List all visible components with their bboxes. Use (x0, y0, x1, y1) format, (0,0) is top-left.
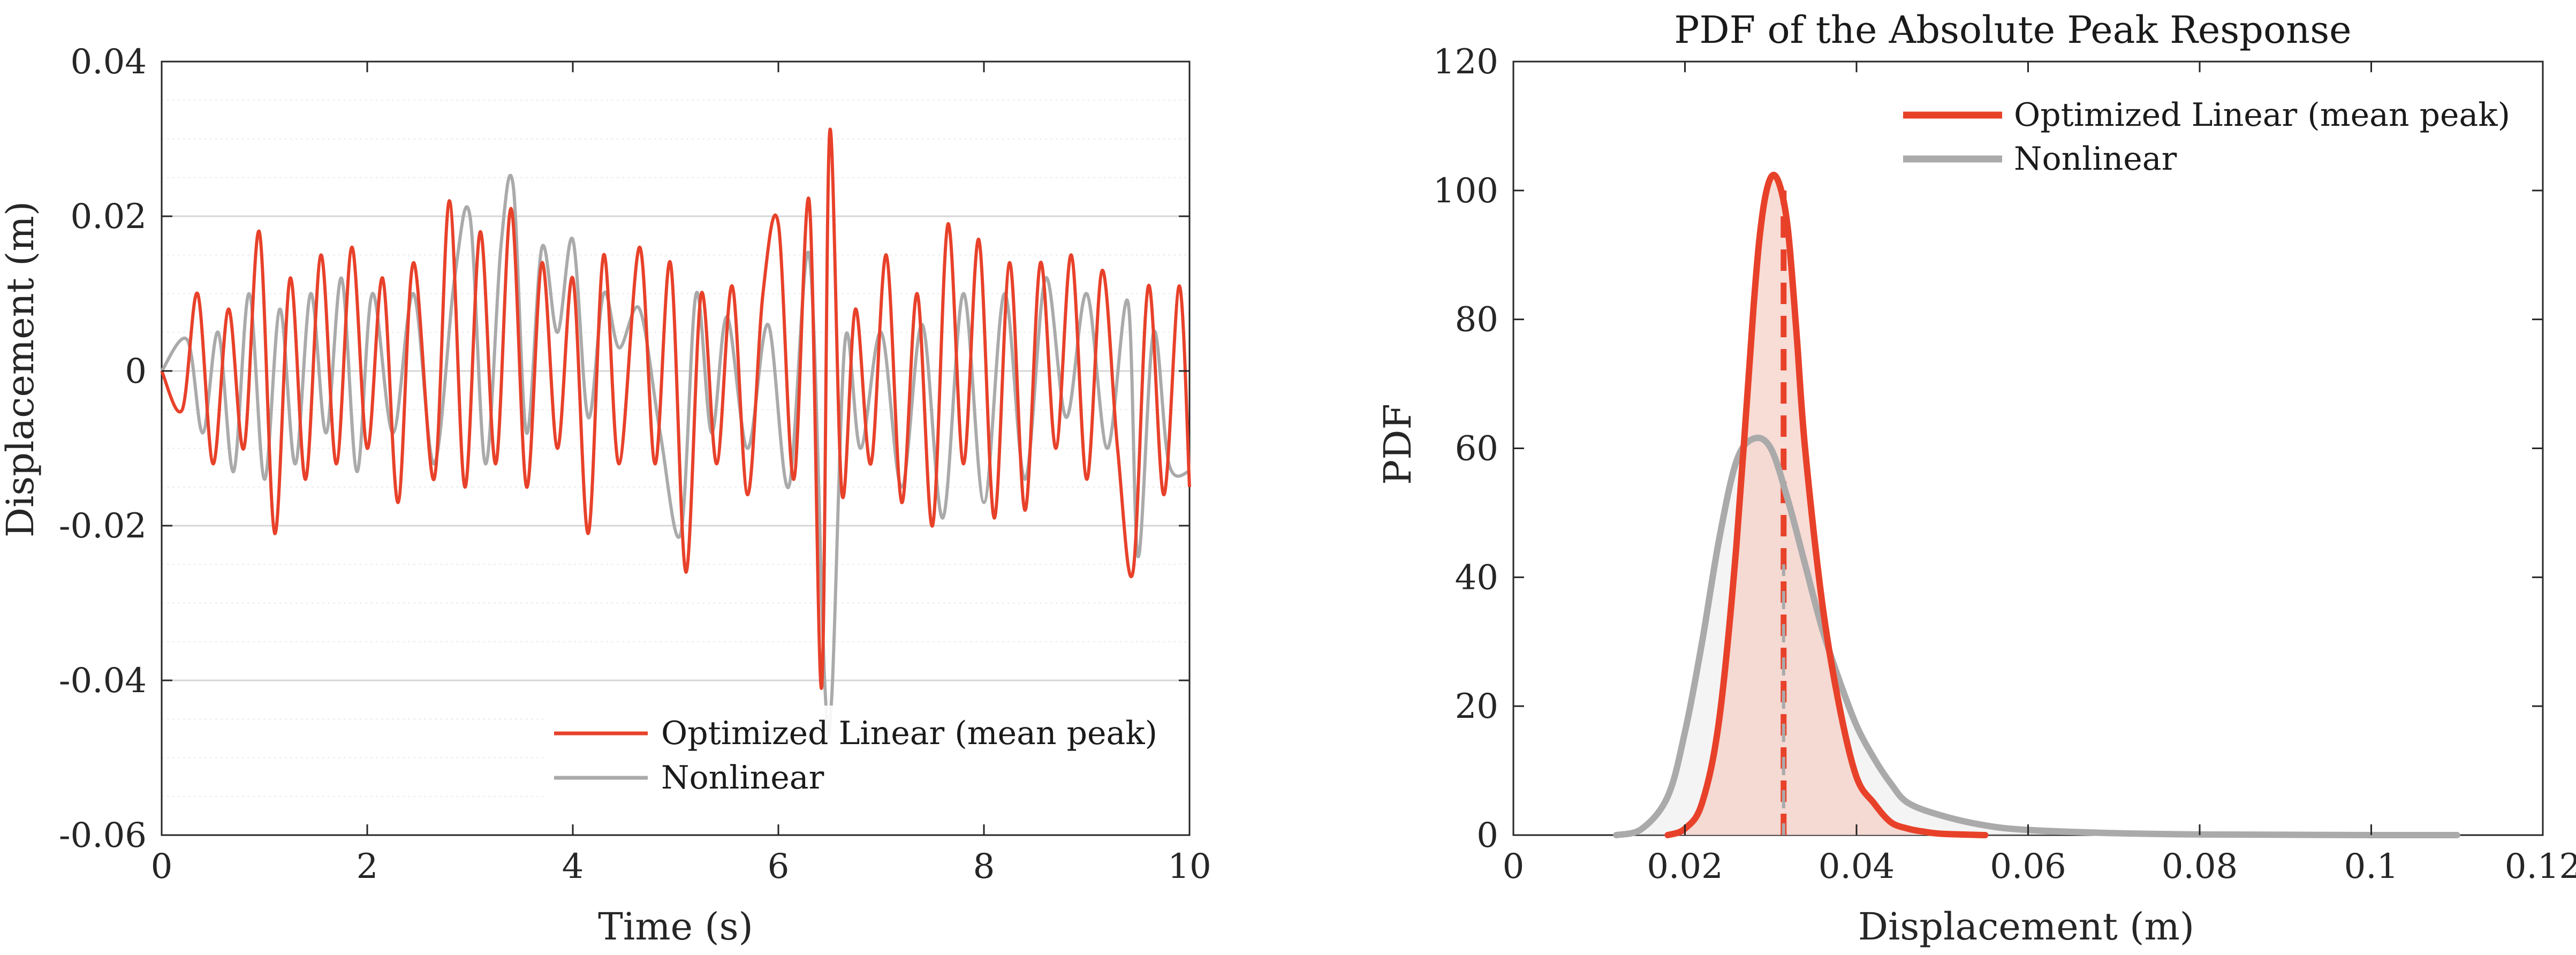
right-ytick-label: 120 (1433, 42, 1498, 82)
right-xtick-label: 0.12 (2505, 847, 2576, 886)
left-xlabel: Time (s) (598, 905, 753, 949)
left-xtick-label: 2 (357, 847, 378, 886)
left-xtick-label: 4 (562, 847, 584, 886)
pdf-linear-line (1664, 171, 1989, 838)
left-ytick-label: -0.06 (59, 816, 147, 855)
right-xtick-label: 0.04 (1819, 847, 1895, 886)
left-ytick-label: 0.02 (71, 197, 147, 237)
right-ticks: 0 0.02 0.04 0.06 0.08 0.1 0.12 0 20 40 60 80 100 120 (1433, 42, 2576, 886)
left-legend-box (543, 706, 1186, 810)
right-xlabel: Displacement (m) (1858, 905, 2194, 949)
series-linear-line (160, 127, 1191, 690)
time-history-plot: 0 2 4 6 8 10 -0.06 -0.04 -0.02 0 0.02 0.04 Time (s)… (0, 42, 1211, 949)
left-ytick-label: -0.04 (59, 661, 147, 701)
right-ytick-label: 0 (1476, 816, 1498, 855)
right-xtick-label: 0.02 (1647, 847, 1723, 886)
right-legend-linear-label: Optimized Linear (mean peak) (2014, 96, 2510, 134)
pdf-linear-area (1668, 175, 1986, 836)
left-ytick-label: -0.02 (59, 506, 147, 546)
right-ytick-label: 60 (1455, 429, 1498, 469)
right-title: PDF of the Absolute Peak Response (1674, 8, 2351, 52)
right-ylabel: PDF (1376, 404, 1420, 485)
right-legend: Optimized Linear (mean peak) Nonlinear (1903, 96, 2510, 178)
right-xtick-label: 0.08 (2162, 847, 2238, 886)
left-ylabel: Displacement (m) (0, 201, 42, 537)
right-ytick-label: 20 (1455, 687, 1498, 726)
right-series-group (1613, 171, 2460, 839)
left-legend: Optimized Linear (mean peak) Nonlinear (543, 706, 1186, 810)
left-ytick-label: 0.04 (71, 42, 147, 82)
left-series-group (160, 127, 1191, 739)
left-legend-linear-label: Optimized Linear (mean peak) (661, 715, 1157, 752)
left-ytick-label: 0 (125, 352, 147, 391)
right-ytick-label: 100 (1433, 171, 1498, 211)
right-legend-nonlinear-label: Nonlinear (2014, 140, 2177, 178)
right-xtick-label: 0 (1503, 847, 1525, 886)
right-xtick-label: 0.06 (1990, 847, 2066, 886)
left-xtick-label: 0 (151, 847, 173, 886)
left-ticks: 0 2 4 6 8 10 -0.06 -0.04 -0.02 0 0.02 0.04 (59, 42, 1211, 886)
right-xtick-label: 0.1 (2344, 847, 2399, 886)
left-xtick-label: 6 (768, 847, 790, 886)
series-nonlinear-line (160, 173, 1191, 739)
right-ytick-label: 40 (1455, 558, 1498, 597)
right-ytick-label: 80 (1455, 300, 1498, 340)
left-xtick-label: 10 (1168, 847, 1211, 886)
pdf-plot: PDF of the Absolute Peak Response 0 0.02 0… (1376, 8, 2576, 949)
left-legend-nonlinear-label: Nonlinear (661, 759, 824, 797)
pdf-nonlinear-line (1613, 434, 2460, 839)
left-xtick-label: 8 (973, 847, 995, 886)
